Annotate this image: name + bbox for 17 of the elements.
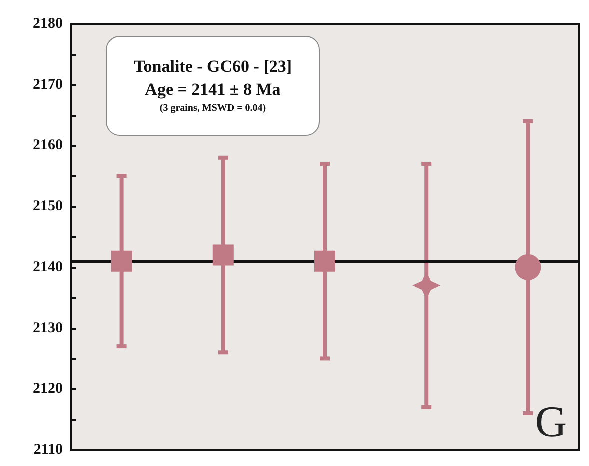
- y-tick-label: 2130: [33, 320, 63, 336]
- annotation: Tonalite - GC60 - [23]: [134, 56, 292, 76]
- point: [314, 250, 336, 272]
- note-box: Tonalite - GC60 - [23] Age = 2141 ± 8 Ma (3 grains, MSWD = 0.04): [106, 36, 320, 136]
- point: [212, 244, 234, 266]
- y-tick-label: 2170: [33, 76, 63, 93]
- y-tick-label: 2140: [33, 259, 63, 276]
- point: [515, 254, 542, 280]
- point: [111, 250, 132, 272]
- y-tick-label: 2120: [33, 381, 63, 398]
- annotation: (3 grains, MSWD = 0.04): [160, 103, 266, 114]
- y-tick-label: 2150: [33, 198, 63, 215]
- annotation: Age = 2141 ± 8 Ma: [145, 80, 281, 100]
- y-tick-label: 2110: [34, 442, 63, 458]
- annotation: G: [535, 398, 568, 446]
- y-tick-label: 2160: [33, 138, 63, 154]
- y-tick-label: 2180: [33, 16, 63, 32]
